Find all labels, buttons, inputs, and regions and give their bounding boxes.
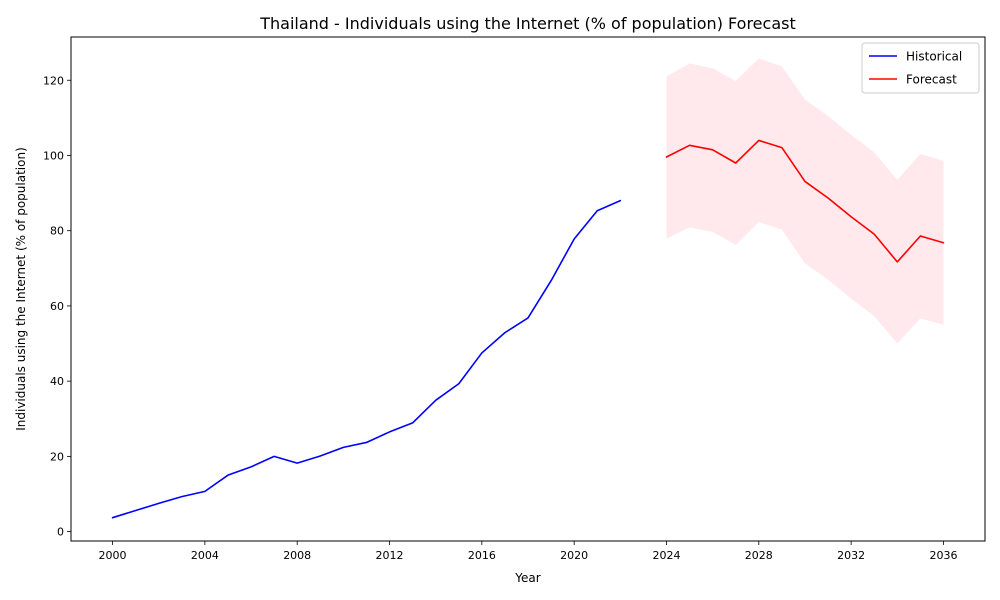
y-tick-label: 0	[57, 526, 64, 539]
historical-point	[227, 474, 229, 476]
forecast-point	[942, 242, 944, 244]
historical-point	[134, 509, 136, 511]
forecast-point	[758, 139, 760, 141]
historical-point	[434, 399, 436, 401]
y-tick-label: 60	[50, 300, 64, 313]
forecast-point	[665, 156, 667, 158]
forecast-confidence-band	[666, 58, 944, 344]
historical-point	[181, 495, 183, 497]
y-tick-label: 40	[50, 375, 64, 388]
forecast-point	[688, 144, 690, 146]
historical-point	[550, 280, 552, 282]
y-tick-label: 80	[50, 225, 64, 238]
historical-point	[250, 466, 252, 468]
forecast-point	[804, 180, 806, 182]
y-tick-label: 120	[43, 74, 64, 87]
historical-point	[619, 199, 621, 201]
historical-line	[111, 199, 622, 519]
historical-point	[342, 446, 344, 448]
historical-point	[204, 490, 206, 492]
x-tick-label: 2004	[191, 549, 219, 562]
legend-label-forecast: Forecast	[906, 73, 957, 87]
forecast-point	[896, 261, 898, 263]
x-tick-label: 2024	[652, 549, 680, 562]
y-tick-label: 20	[50, 450, 64, 463]
x-axis: 2000 2004 2008 2012 2016 2020 2024 2028 2032 2036	[99, 541, 957, 562]
chart-title: Thailand - Individuals using the Interne…	[259, 14, 795, 33]
x-axis-label: Year	[514, 571, 540, 585]
legend: Historical Forecast	[861, 42, 980, 94]
historical-point	[458, 383, 460, 385]
forecast-point	[735, 162, 737, 164]
forecast-point	[919, 235, 921, 237]
historical-point	[596, 210, 598, 212]
forecast-point	[827, 197, 829, 199]
historical-point	[527, 317, 529, 319]
historical-point	[365, 441, 367, 443]
forecast-point	[781, 146, 783, 148]
forecast-point	[711, 149, 713, 151]
historical-point	[573, 238, 575, 240]
historical-point	[273, 455, 275, 457]
confidence-band-layer	[666, 58, 944, 344]
x-tick-label: 2016	[468, 549, 496, 562]
y-tick-label: 100	[43, 149, 64, 162]
forecast-point	[873, 233, 875, 235]
historical-point	[481, 352, 483, 354]
historical-point	[504, 331, 506, 333]
historical-point	[388, 431, 390, 433]
x-tick-label: 2032	[837, 549, 865, 562]
historical-point	[111, 516, 113, 518]
y-axis-label: Individuals using the Internet (% of pop…	[14, 147, 28, 431]
historical-point	[158, 502, 160, 504]
y-axis: 0 20 40 60 80 100 120	[43, 74, 71, 539]
x-tick-label: 2036	[929, 549, 957, 562]
historical-point	[319, 455, 321, 457]
forecast-point	[850, 216, 852, 218]
x-tick-label: 2012	[376, 549, 404, 562]
series-layer	[111, 139, 945, 519]
x-tick-label: 2000	[99, 549, 127, 562]
x-tick-label: 2008	[283, 549, 311, 562]
forecast-line	[665, 139, 945, 263]
historical-point	[411, 422, 413, 424]
historical-point	[296, 462, 298, 464]
plot-frame	[70, 36, 986, 542]
x-tick-label: 2028	[745, 549, 773, 562]
x-tick-label: 2020	[560, 549, 588, 562]
legend-label-historical: Historical	[906, 50, 962, 64]
